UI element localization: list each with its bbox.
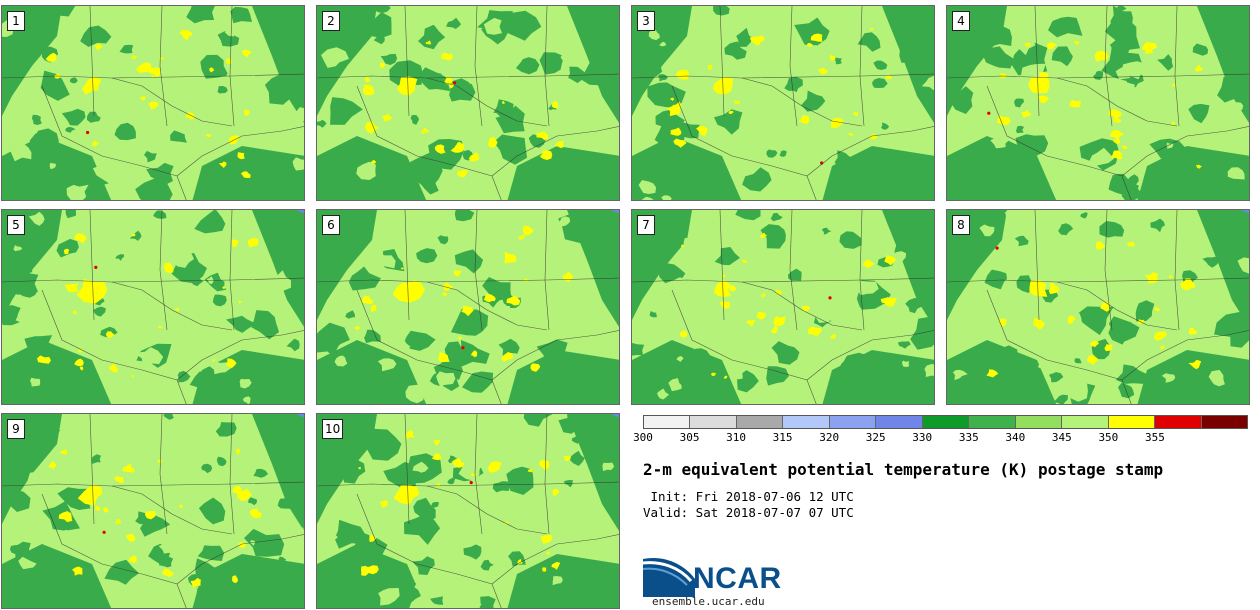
- init-time: Init: Fri 2018-07-06 12 UTC: [643, 489, 854, 504]
- colorbar-tick-label: 320: [819, 431, 840, 444]
- colorbar-segment: [736, 416, 784, 428]
- colorbar: [643, 415, 1248, 429]
- stamp-map-4: [947, 6, 1249, 200]
- stamp-panel-2: 2: [316, 5, 620, 201]
- stamp-panel-10: 10: [316, 413, 620, 609]
- stamp-map-1: [2, 6, 304, 200]
- ncar-logo-text: NCAR: [693, 562, 782, 595]
- stamp-number: 5: [7, 215, 25, 235]
- colorbar-tick-label: 355: [1144, 431, 1165, 444]
- colorbar-tick-label: 310: [726, 431, 746, 444]
- colorbar-tick-label: 350: [1098, 431, 1119, 444]
- stamp-number: 9: [7, 419, 25, 439]
- colorbar-segment: [690, 416, 737, 428]
- colorbar-segment: [922, 416, 970, 428]
- stamp-number: 10: [322, 419, 344, 439]
- stamp-number: 8: [952, 215, 970, 235]
- stamp-panel-3: 3: [631, 5, 935, 201]
- colorbar-segment: [1108, 416, 1156, 428]
- stamp-number: 7: [637, 215, 655, 235]
- valid-time: Valid: Sat 2018-07-07 07 UTC: [643, 505, 854, 520]
- colorbar-tick-labels: 300 305 310 315 320 325 330 335 340 345 350 355: [633, 431, 1248, 447]
- colorbar-tick-label: 305: [679, 431, 700, 444]
- colorbar-segment: [644, 416, 691, 428]
- colorbar-segment: [1062, 416, 1109, 428]
- stamp-panel-1: 1: [1, 5, 305, 201]
- colorbar-segment: [1015, 416, 1063, 428]
- stamp-map-2: [317, 6, 619, 200]
- stamp-number: 2: [322, 11, 340, 31]
- stamp-map-9: [2, 414, 304, 608]
- colorbar-segment: [969, 416, 1016, 428]
- colorbar-tick-label: 330: [912, 431, 933, 444]
- colorbar-tick-label: 315: [772, 431, 793, 444]
- stamp-map-3: [632, 6, 934, 200]
- stamp-number: 6: [322, 215, 340, 235]
- colorbar-tick-label: 340: [1005, 431, 1026, 444]
- stamp-number: 1: [7, 11, 25, 31]
- stamp-panel-4: 4: [946, 5, 1250, 201]
- stamp-map-5: [2, 210, 304, 404]
- colorbar-segment: [829, 416, 877, 428]
- stamp-map-10: [317, 414, 619, 608]
- stamp-panel-5: 5: [1, 209, 305, 405]
- ncar-logo-icon: [643, 557, 695, 597]
- stamp-panel-7: 7: [631, 209, 935, 405]
- stamp-map-8: [947, 210, 1249, 404]
- colorbar-tick-label: 345: [1051, 431, 1072, 444]
- colorbar-segment: [876, 416, 923, 428]
- plot-title: 2-m equivalent potential temperature (K)…: [643, 460, 1164, 479]
- colorbar-segment: [783, 416, 830, 428]
- stamp-panel-9: 9: [1, 413, 305, 609]
- colorbar-tick-label: 300: [633, 431, 653, 444]
- colorbar-tick-label: 325: [865, 431, 886, 444]
- stamp-map-6: [317, 210, 619, 404]
- colorbar-segment: [1155, 416, 1202, 428]
- stamp-map-7: [632, 210, 934, 404]
- stamp-number: 4: [952, 11, 970, 31]
- ncar-url: ensemble.ucar.edu: [652, 595, 765, 608]
- stamp-panel-6: 6: [316, 209, 620, 405]
- colorbar-segment: [1201, 416, 1248, 428]
- colorbar-tick-label: 335: [958, 431, 979, 444]
- stamp-panel-8: 8: [946, 209, 1250, 405]
- stamp-number: 3: [637, 11, 655, 31]
